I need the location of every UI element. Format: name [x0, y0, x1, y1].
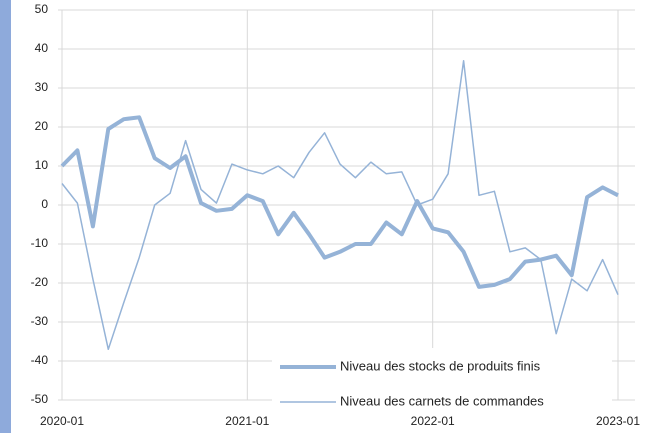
x-tick-label: 2022-01: [411, 414, 455, 428]
y-tick-label: -20: [31, 275, 49, 289]
y-tick-label: -50: [31, 392, 49, 406]
y-tick-label: 50: [35, 2, 49, 16]
grid: [58, 9, 635, 401]
series-line: [60, 115, 619, 289]
axis-labels: -50 -40 -30 -20 -10 0 10 20 30 40 50 2020-01 2021-01…: [31, 2, 641, 428]
legend-label: Niveau des stocks de produits finis: [340, 358, 541, 373]
y-tick-label: 10: [35, 158, 49, 172]
y-tick-label: 40: [35, 41, 49, 55]
y-tick-label: -30: [31, 314, 49, 328]
x-tick-label: 2023-01: [596, 414, 640, 428]
legend-label: Niveau des carnets de commandes: [340, 393, 544, 408]
y-tick-label: 20: [35, 119, 49, 133]
series-line: [61, 59, 619, 351]
y-tick-label: -40: [31, 353, 49, 367]
y-tick-label: -10: [31, 236, 49, 250]
y-tick-label: 0: [41, 197, 48, 211]
legend-box: [272, 348, 612, 418]
y-tick-label: 30: [35, 80, 49, 94]
x-tick-label: 2020-01: [40, 414, 84, 428]
legend: Niveau des stocks de produits finis Nivea…: [272, 348, 612, 418]
plot-lines: [60, 59, 619, 351]
side-strip: [0, 0, 11, 433]
x-tick-label: 2021-01: [225, 414, 269, 428]
